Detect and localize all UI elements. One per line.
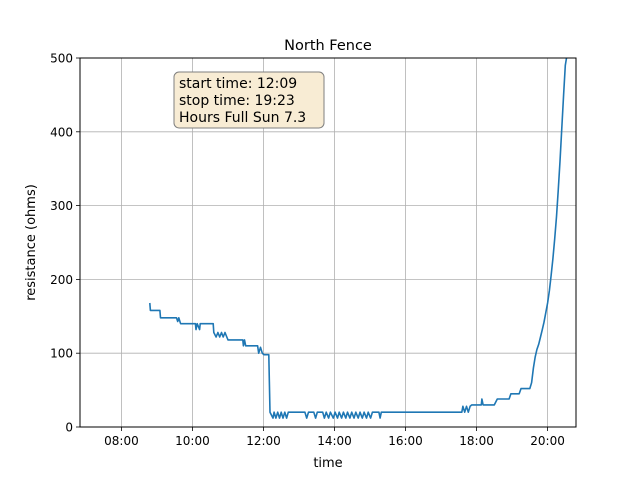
x-tick-label: 12:00 <box>246 434 281 448</box>
y-tick-label: 0 <box>65 421 73 435</box>
annotation-background <box>174 72 324 128</box>
x-axis-label: time <box>313 456 342 471</box>
plot-frame <box>79 57 577 428</box>
y-tick-label: 400 <box>50 125 73 139</box>
x-axis: 08:00 10:00 12:00 14:00 16:00 18:00 20:00 <box>104 427 565 448</box>
x-tick-label: 10:00 <box>175 434 210 448</box>
y-axis-label: resistance (ohms) <box>24 184 39 301</box>
series-line-0 <box>149 57 568 419</box>
annotation-hours-full-sun: Hours Full Sun 7.3 <box>179 110 306 126</box>
y-axis: 0 100 200 300 400 500 <box>50 52 80 435</box>
y-tick-label: 100 <box>50 347 73 361</box>
x-tick-label: 18:00 <box>459 434 494 448</box>
y-tick-label: 200 <box>50 273 73 287</box>
x-tick-label: 14:00 <box>317 434 352 448</box>
y-tick-label: 500 <box>50 52 73 66</box>
chart-title: North Fence <box>284 38 372 54</box>
annotation-box: start time: 12:09 stop time: 19:23 Hours… <box>173 71 325 129</box>
x-tick-label: 08:00 <box>104 434 139 448</box>
y-tick-label: 300 <box>50 199 73 213</box>
annotation-stop-time: stop time: 19:23 <box>179 93 295 109</box>
annotation-border <box>173 71 325 129</box>
x-tick-label: 16:00 <box>388 434 423 448</box>
series-layer <box>149 57 568 419</box>
annotation-start-time: start time: 12:09 <box>179 76 297 92</box>
x-tick-label: 20:00 <box>530 434 565 448</box>
